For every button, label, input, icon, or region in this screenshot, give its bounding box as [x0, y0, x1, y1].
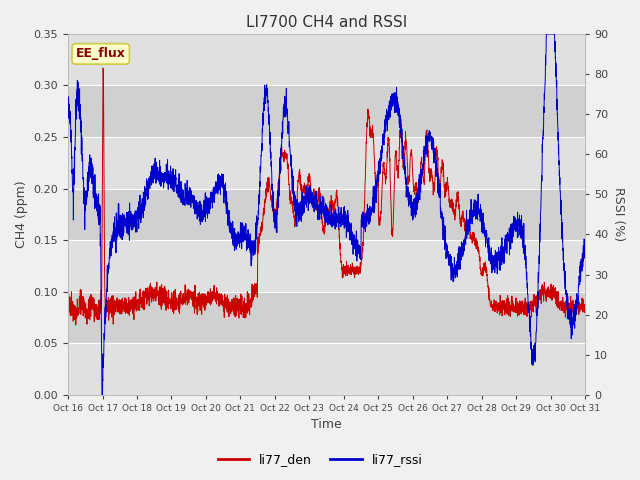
Bar: [68, 85, 585, 137]
X-axis label: Time: Time: [311, 419, 342, 432]
Bar: [68, 189, 585, 240]
Title: LI7700 CH4 and RSSI: LI7700 CH4 and RSSI: [246, 15, 407, 30]
Legend: li77_den, li77_rssi: li77_den, li77_rssi: [212, 448, 428, 471]
Bar: [68, 240, 585, 292]
Y-axis label: CH4 (ppm): CH4 (ppm): [15, 180, 28, 248]
Bar: [68, 343, 585, 395]
Bar: [68, 137, 585, 189]
Bar: [68, 292, 585, 343]
Y-axis label: RSSI (%): RSSI (%): [612, 187, 625, 241]
Text: EE_flux: EE_flux: [76, 48, 125, 60]
Bar: [68, 34, 585, 85]
